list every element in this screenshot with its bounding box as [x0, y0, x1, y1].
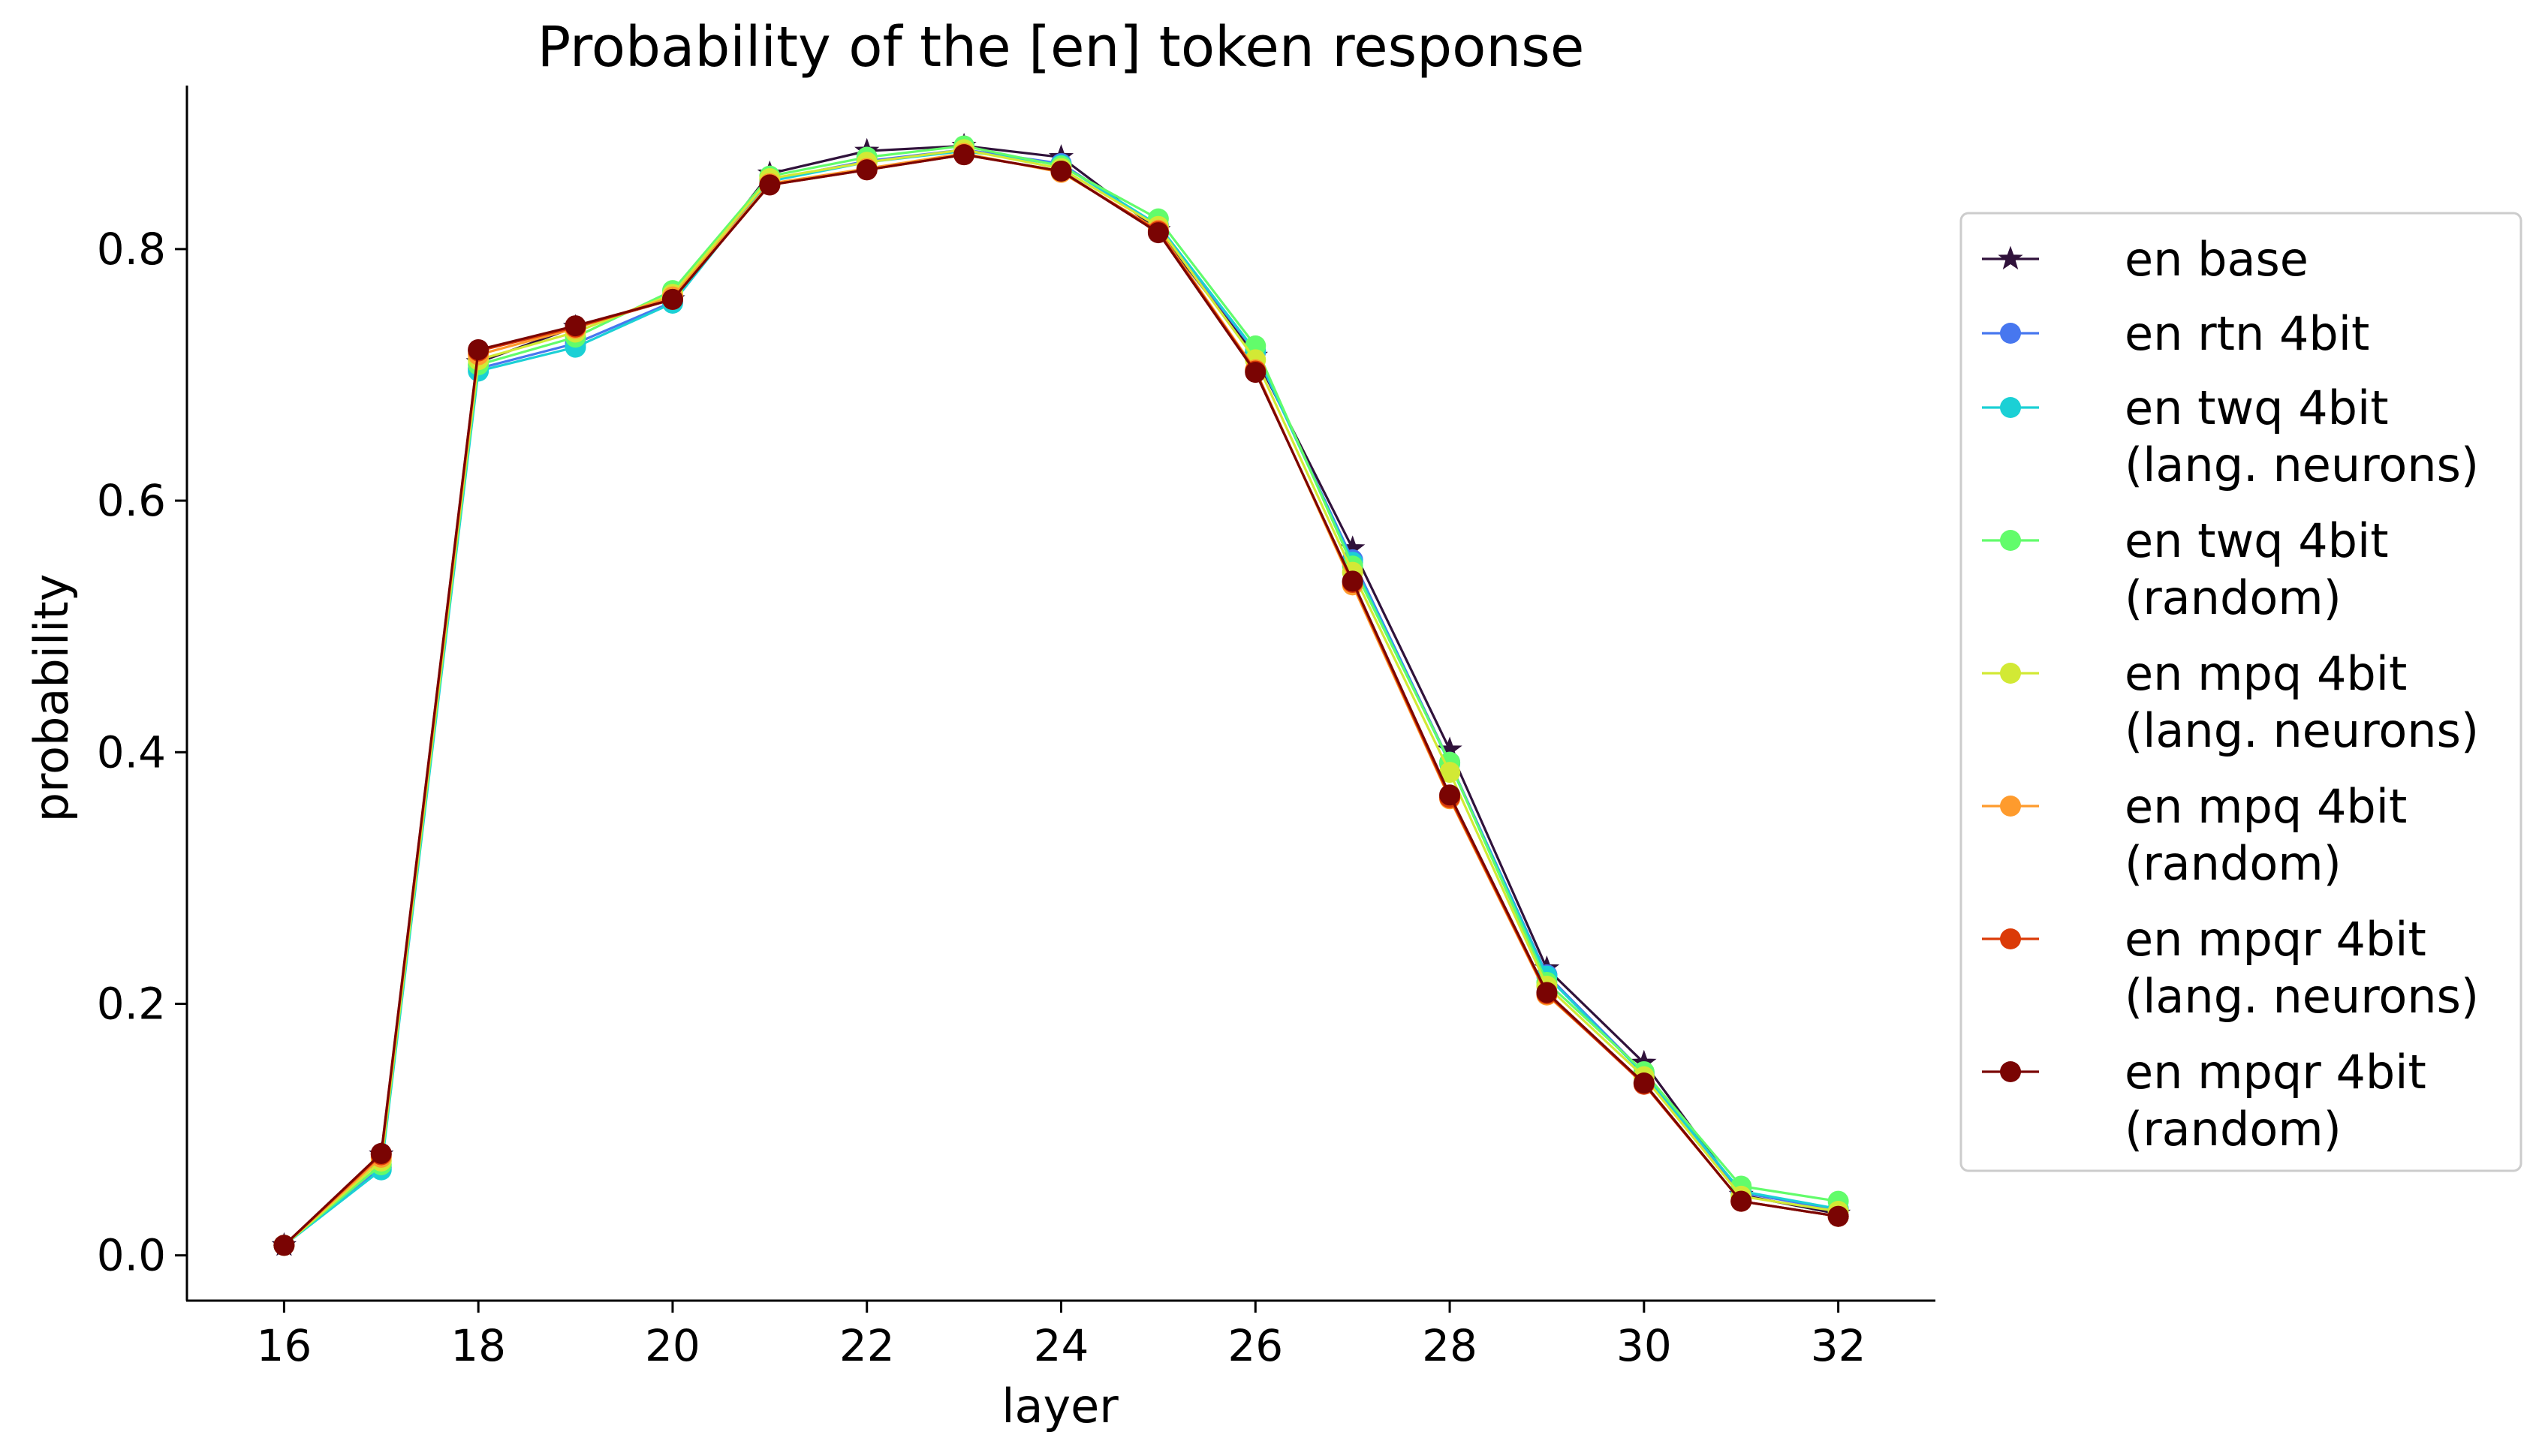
legend-label: en mpq 4bit — [2125, 646, 2407, 701]
series-line — [283, 144, 1839, 1247]
series-line — [283, 153, 1839, 1247]
legend-label: en mpqr 4bit — [2125, 912, 2426, 967]
legend-item-7: en mpqr 4bit(random) — [1982, 1045, 2426, 1157]
legend-circle-marker — [2000, 1061, 2021, 1082]
series-4 — [273, 139, 1849, 1256]
y-tick-label: 0.6 — [97, 475, 166, 526]
data-point — [953, 144, 975, 166]
series-line — [283, 144, 1839, 1247]
y-axis-ticks: 0.0 0.2 0.4 0.6 0.8 — [97, 224, 187, 1281]
x-tick-label: 20 — [645, 1320, 700, 1371]
series-1 — [273, 139, 1849, 1256]
data-point — [759, 174, 781, 196]
data-point — [273, 1235, 295, 1256]
series-2 — [273, 140, 1849, 1256]
data-point — [370, 1142, 392, 1164]
x-tick-label: 18 — [450, 1320, 506, 1371]
x-axis-ticks: 16 18 20 22 24 26 28 30 32 — [256, 1301, 1866, 1371]
series-0 — [271, 132, 1851, 1256]
legend-star-marker — [1998, 245, 2023, 270]
legend-item-5: en mpq 4bit(random) — [1982, 779, 2407, 891]
data-point — [1730, 1190, 1752, 1212]
series-line — [283, 149, 1839, 1247]
y-axis-label: probability — [24, 574, 79, 823]
legend-item-3: en twq 4bit(random) — [1982, 513, 2389, 625]
data-point — [1439, 762, 1461, 784]
series-6 — [273, 144, 1849, 1256]
legend-label: (lang. neurons) — [2125, 438, 2479, 492]
y-tick-label: 0.8 — [97, 224, 166, 275]
data-point — [1245, 362, 1266, 384]
data-point — [1827, 1205, 1849, 1227]
data-point — [1342, 570, 1363, 592]
y-tick-label: 0.2 — [97, 978, 166, 1029]
legend-label: (random) — [2125, 1102, 2342, 1157]
series-line — [283, 153, 1839, 1247]
x-tick-label: 32 — [1811, 1320, 1866, 1371]
series-line — [283, 148, 1839, 1247]
data-point — [1633, 1072, 1655, 1094]
x-axis-label: layer — [1001, 1379, 1119, 1433]
legend-item-2: en twq 4bit(lang. neurons) — [1982, 381, 2479, 492]
data-point — [468, 338, 489, 360]
series-layer — [271, 132, 1851, 1256]
legend-circle-marker — [2000, 530, 2021, 551]
legend-label: (lang. neurons) — [2125, 703, 2479, 758]
x-tick-label: 22 — [839, 1320, 895, 1371]
legend-label: en twq 4bit — [2125, 381, 2389, 435]
legend-label: en rtn 4bit — [2125, 306, 2369, 361]
series-line — [283, 148, 1839, 1247]
legend-label: en base — [2125, 232, 2309, 287]
legend-item-6: en mpqr 4bit(lang. neurons) — [1982, 912, 2479, 1024]
series-5 — [273, 143, 1849, 1256]
series-7 — [273, 144, 1849, 1256]
data-point — [661, 288, 683, 310]
legend-label: en mpq 4bit — [2125, 779, 2407, 834]
data-point — [1050, 160, 1072, 182]
legend-item-0: en base — [1982, 232, 2309, 287]
data-point — [1147, 222, 1169, 244]
legend-label: en mpqr 4bit — [2125, 1045, 2426, 1100]
legend-circle-marker — [2000, 323, 2021, 344]
legend-frame — [1959, 212, 2522, 1172]
data-point — [1536, 982, 1558, 1003]
legend-label: (random) — [2125, 570, 2342, 625]
y-tick-label: 0.0 — [97, 1230, 166, 1281]
data-point — [565, 315, 586, 337]
legend-label: (random) — [2125, 836, 2342, 891]
data-point — [856, 159, 878, 181]
data-point — [1439, 784, 1461, 806]
chart-title: Probability of the [en] token response — [538, 15, 1585, 80]
y-tick-label: 0.4 — [97, 726, 166, 778]
series-3 — [273, 135, 1849, 1256]
legend-circle-marker — [2000, 796, 2021, 817]
x-tick-label: 24 — [1034, 1320, 1089, 1371]
legend-circle-marker — [2000, 663, 2021, 684]
legend-item-4: en mpq 4bit(lang. neurons) — [1982, 646, 2479, 758]
x-tick-label: 16 — [256, 1320, 312, 1371]
series-line — [283, 152, 1839, 1247]
legend-circle-marker — [2000, 397, 2021, 418]
plot-area: 16 18 20 22 24 26 28 30 32 0.0 0.2 0.4 0.6 0.8 — [97, 86, 1935, 1371]
x-tick-label: 26 — [1227, 1320, 1283, 1371]
legend-circle-marker — [2000, 928, 2021, 949]
x-tick-label: 28 — [1422, 1320, 1477, 1371]
legend-label: en twq 4bit — [2125, 513, 2389, 568]
legend-item-1: en rtn 4bit — [1982, 306, 2369, 361]
legend-label: (lang. neurons) — [2125, 969, 2479, 1024]
x-tick-label: 30 — [1616, 1320, 1672, 1371]
